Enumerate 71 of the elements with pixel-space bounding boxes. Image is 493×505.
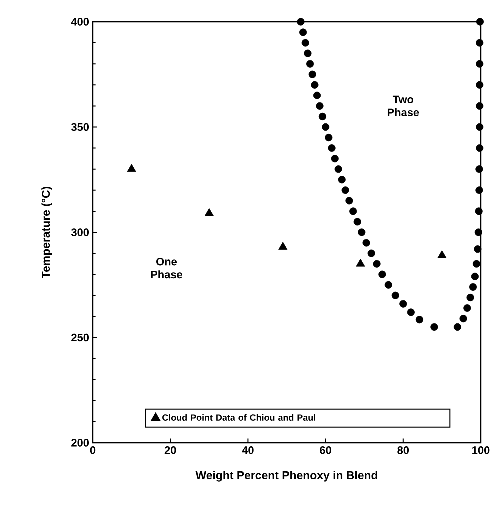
point [464,304,472,312]
point [362,239,370,247]
point [384,281,392,289]
point [311,81,319,89]
point [476,144,484,152]
point [297,18,305,26]
point [475,208,483,216]
point [476,18,484,26]
point [342,186,350,194]
point [471,272,479,280]
y-tick-label: 350 [71,123,90,132]
point [476,123,484,132]
point [472,260,481,268]
point [318,112,326,121]
y-tick-label: 200 [72,439,90,447]
point [430,323,438,332]
x-tick-label: 20 [164,446,176,454]
point [407,308,415,316]
point [476,166,484,174]
point [306,60,314,68]
x-tick-label: 40 [242,446,254,454]
point [350,208,358,216]
point [373,260,381,268]
point [316,102,324,110]
point [338,176,346,184]
point [474,228,482,236]
y-tick-label: 400 [71,18,90,26]
point [308,70,316,78]
point [438,250,447,258]
point [304,50,312,58]
point [460,315,468,323]
point [302,39,310,47]
point [469,283,478,292]
annotation: One Phase [151,258,182,279]
point [300,28,308,36]
point [476,81,484,89]
point [278,242,288,250]
point [378,270,386,278]
point [127,164,136,172]
x-tick-label: 60 [320,446,332,454]
point [313,92,322,100]
annotation: Two Phase [388,96,420,116]
point [476,102,484,110]
point [368,250,376,258]
point [476,60,484,68]
y-tick-label: 300 [71,228,90,236]
legend-label: Cloud Point Data of Chiou and Paul [162,414,316,421]
point [476,39,484,47]
point [204,208,214,216]
x-axis-title: Weight Percent Phenoxy in Blend [196,471,378,482]
point [334,166,342,174]
x-tick-label: 100 [472,446,490,454]
point [354,218,362,226]
y-axis-title: Temperature (°C) [42,186,52,278]
point [328,144,336,152]
point [346,197,354,205]
x-tick-label: 80 [398,446,410,454]
point [356,258,366,267]
point [322,123,330,132]
point [476,186,484,194]
point [358,228,366,236]
point [416,316,424,324]
x-tick-label: 0 [90,446,96,454]
y-tick-label: 250 [72,334,90,342]
point [325,134,333,142]
point [400,300,408,308]
point [331,155,339,163]
point [392,292,400,300]
point [466,294,474,302]
point [474,246,482,254]
point [454,323,462,332]
